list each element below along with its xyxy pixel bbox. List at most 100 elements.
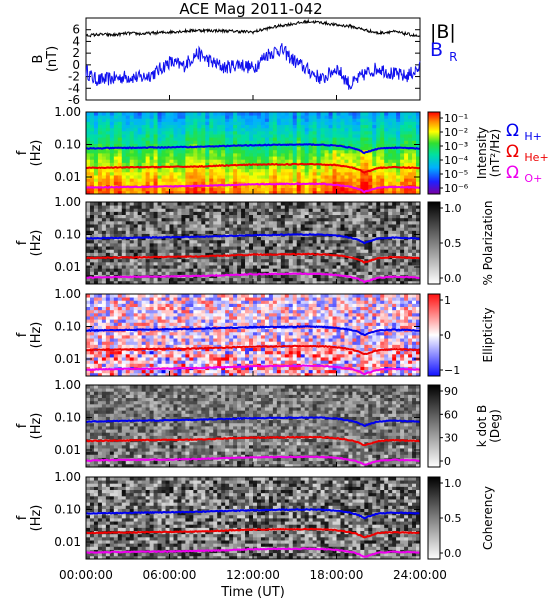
spectrogram-cell xyxy=(268,184,274,189)
spectrogram-cell xyxy=(129,217,135,222)
spectrogram-cell xyxy=(101,118,107,122)
spectrogram-cell xyxy=(86,316,91,320)
spectrogram-cell xyxy=(245,134,250,138)
spectrogram-cell xyxy=(296,236,302,241)
spectrogram-cell xyxy=(209,171,214,176)
spectrogram-cell xyxy=(157,360,162,364)
spectrogram-cell xyxy=(241,274,246,279)
spectrogram-cell xyxy=(86,369,91,374)
spectrogram-cell xyxy=(97,190,103,195)
spectrogram-cell xyxy=(97,115,103,119)
spectrogram-cell xyxy=(161,265,166,269)
spectrogram-cell xyxy=(149,246,154,250)
spectrogram-cell xyxy=(161,230,166,234)
spectrogram-cell xyxy=(213,252,218,257)
spectrogram-cell xyxy=(360,280,365,285)
spectrogram-cell xyxy=(165,277,170,282)
spectrogram-cell xyxy=(93,130,99,135)
spectrogram-cell xyxy=(89,357,95,361)
spectrogram-cell xyxy=(125,363,131,367)
spectrogram-cell xyxy=(205,146,210,151)
spectrogram-cell xyxy=(86,168,91,173)
spectrogram-cell xyxy=(169,159,174,163)
spectrogram-cell xyxy=(177,112,182,116)
spectrogram-cell xyxy=(233,236,238,241)
spectrogram-cell xyxy=(113,230,119,234)
spectrogram-cell xyxy=(161,268,166,272)
spectrogram-cell xyxy=(364,230,369,234)
spectrogram-cell xyxy=(169,146,174,151)
spectrogram-cell xyxy=(181,127,186,132)
spectrogram-cell xyxy=(380,130,385,135)
spectrogram-cell xyxy=(284,230,290,234)
spectrogram-cell xyxy=(332,134,337,138)
spectrogram-cell xyxy=(304,184,310,189)
spectrogram-cell xyxy=(189,243,194,247)
spectrogram-cell xyxy=(157,335,162,339)
spectrogram-cell xyxy=(264,230,270,234)
spectrogram-cell xyxy=(360,202,365,206)
spectrogram-cell xyxy=(97,214,103,219)
spectrogram-cell xyxy=(308,243,314,247)
spectrogram-cell xyxy=(213,205,218,209)
spectrogram-cell xyxy=(133,243,139,247)
spectrogram-cell xyxy=(344,202,349,206)
spectrogram-cell xyxy=(296,159,302,163)
spectrogram-cell xyxy=(256,165,262,170)
spectrogram-cell xyxy=(376,252,381,257)
spectrogram-cell xyxy=(93,208,99,212)
spectrogram-cell xyxy=(177,153,182,157)
spectrogram-cell xyxy=(105,319,111,323)
spectrogram-cell xyxy=(384,190,389,195)
spectrogram-cell xyxy=(93,134,99,138)
spectrogram-cell xyxy=(316,184,321,189)
spectrogram-cell xyxy=(340,134,345,138)
spectrogram-cell xyxy=(145,325,151,330)
spectrogram-cell xyxy=(209,134,214,138)
spectrogram-cell xyxy=(93,187,99,192)
spectrogram-cell xyxy=(193,181,198,185)
spectrogram-cell xyxy=(217,159,222,163)
spectrogram-cell xyxy=(137,316,143,320)
spectrogram-cell xyxy=(416,211,421,216)
spectrogram-cell xyxy=(384,258,389,263)
spectrogram-cell xyxy=(205,112,210,116)
spectrogram-cell xyxy=(117,309,123,314)
spectrogram-cell xyxy=(276,239,282,244)
spectrogram-cell xyxy=(109,220,115,225)
spectrogram-cell xyxy=(328,224,333,228)
figure-title: ACE Mag 2011-042 xyxy=(179,0,322,18)
spectrogram-cell xyxy=(205,249,210,253)
spectrogram-cell xyxy=(157,230,162,234)
spectrogram-cell xyxy=(332,175,337,179)
spectrogram-cell xyxy=(93,162,99,167)
spectrogram-cell xyxy=(157,325,162,330)
spectrogram-cell xyxy=(113,268,119,272)
spectrogram-cell xyxy=(360,162,365,167)
spectrogram-cell xyxy=(364,124,369,129)
spectrogram-cell xyxy=(129,118,135,122)
spectrogram-cell xyxy=(256,258,262,263)
spectrogram-cell xyxy=(404,239,409,244)
spectrogram-cell xyxy=(209,214,214,219)
spectrogram-cell xyxy=(280,274,286,279)
spectrogram-cell xyxy=(221,243,226,247)
spectrogram-cell xyxy=(404,230,409,234)
spectrogram-cell xyxy=(129,190,135,195)
spectrogram-cell xyxy=(137,369,143,374)
spectrogram-cell xyxy=(260,258,266,263)
spectrogram-cell xyxy=(221,277,226,282)
spectrogram-cell xyxy=(241,168,246,173)
spectrogram-cell xyxy=(268,187,274,192)
spectrogram-cell xyxy=(352,268,357,272)
spectrogram-cell xyxy=(324,261,329,266)
spectrogram-cell xyxy=(320,127,325,132)
spectrogram-cell xyxy=(392,143,397,148)
spectrogram-cell xyxy=(193,137,198,141)
spectrogram-cell xyxy=(141,344,147,349)
spectrogram-cell xyxy=(241,271,246,275)
spectrogram-cell xyxy=(149,341,154,345)
spectrogram-cell xyxy=(352,115,357,119)
spectrogram-cell xyxy=(324,211,329,216)
spectrogram-cell xyxy=(153,118,158,122)
